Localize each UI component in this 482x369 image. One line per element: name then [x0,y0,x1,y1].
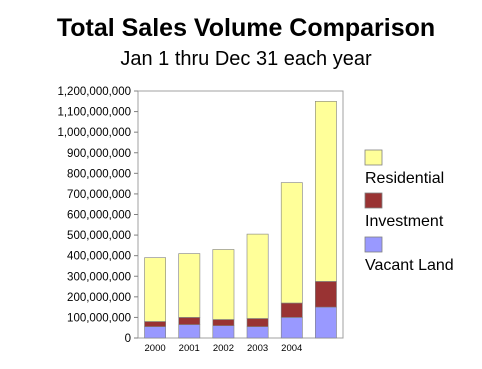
y-tick-label: 600,000,000 [67,210,131,222]
bar-segment [314,306,337,339]
chart-title: Total Sales Volume Comparison [57,14,435,42]
legend-swatch [364,236,383,253]
y-tick-label: 1,200,000,000 [57,86,131,98]
y-tick-label: 400,000,000 [67,251,131,263]
chart-subtitle: Jan 1 thru Dec 31 each year [120,48,372,70]
y-tick-label: 0 [125,333,131,345]
bar-segment [144,257,167,322]
y-tick-label: 300,000,000 [67,271,131,283]
legend: Residential Investment Vacant Land [364,149,454,274]
plot-area: 0 100,000,000 200,000,000 300,000,000 400,00… [57,86,344,354]
y-tick-label: 200,000,000 [67,292,131,304]
bar-segment [144,326,167,339]
bar-segment [246,326,269,339]
bar-segment [144,321,167,327]
x-tick-label: 2000 [145,343,166,354]
y-tick-label: 700,000,000 [67,189,131,201]
bar-segment [212,249,235,320]
bar-segment [280,182,303,304]
plot-frame [137,90,344,339]
x-tick-label: 2002 [213,343,234,354]
y-tick-label: 1,000,000,000 [57,127,131,139]
y-tick-label: 800,000,000 [67,168,131,180]
bar-segment [178,324,201,339]
bar-segment [212,325,235,339]
bar-segment [280,317,303,339]
bar-segment [246,318,269,327]
y-tick-label: 100,000,000 [67,312,131,324]
legend-label: Vacant Land [365,257,454,274]
bar-segment [314,101,337,282]
legend-swatch [364,192,383,209]
y-tick-label: 1,100,000,000 [57,107,131,119]
x-tick-label: 2003 [247,343,268,354]
y-tick-label: 900,000,000 [67,148,131,160]
legend-label: Investment [365,213,444,230]
bar-segment [314,281,337,308]
bar-segment [178,253,201,318]
legend-swatch [364,149,383,166]
x-tick-label: 2004 [281,343,302,354]
bar-segment [246,233,269,319]
legend-label: Residential [365,170,444,187]
x-tick-label: 2001 [179,343,200,354]
bar-segment [280,302,303,318]
bar-segment [212,319,235,326]
bar-segment [178,317,201,325]
y-tick-label: 500,000,000 [67,230,131,242]
